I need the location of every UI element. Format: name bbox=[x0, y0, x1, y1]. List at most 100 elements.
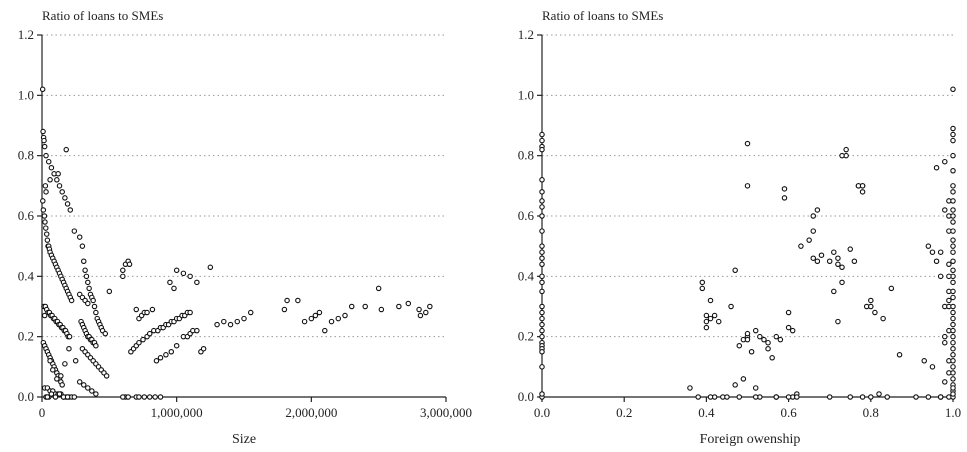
data-point bbox=[950, 183, 956, 189]
data-point bbox=[950, 152, 956, 159]
data-point bbox=[835, 318, 841, 325]
data-point bbox=[247, 309, 254, 316]
data-point bbox=[539, 243, 545, 249]
data-point bbox=[44, 394, 51, 400]
data-point bbox=[539, 288, 545, 295]
data-point bbox=[950, 249, 956, 255]
data-point bbox=[86, 285, 92, 292]
data-point bbox=[362, 303, 368, 310]
data-point bbox=[933, 164, 940, 171]
data-point bbox=[839, 152, 845, 159]
data-point bbox=[732, 267, 738, 274]
data-point bbox=[736, 342, 743, 349]
data-points bbox=[539, 86, 956, 400]
data-points bbox=[39, 86, 433, 400]
data-point bbox=[44, 237, 51, 243]
data-point bbox=[85, 279, 91, 286]
y-tick-label: 0.2 bbox=[518, 329, 534, 344]
data-point bbox=[48, 391, 55, 397]
y-tick-label: 0.0 bbox=[18, 389, 34, 404]
data-point bbox=[950, 333, 956, 340]
data-point bbox=[378, 306, 385, 313]
data-point bbox=[946, 261, 952, 268]
data-point bbox=[82, 267, 88, 274]
data-point bbox=[168, 348, 175, 355]
y-ticks: 0.0 0.2 0.4 0.6 0.8 1.0 1.2 bbox=[518, 27, 542, 404]
data-point bbox=[58, 373, 64, 379]
data-point bbox=[929, 364, 936, 370]
data-point bbox=[950, 189, 956, 195]
y-tick-label: 1.2 bbox=[18, 27, 34, 42]
data-point bbox=[950, 339, 956, 346]
data-point bbox=[539, 279, 545, 286]
data-point bbox=[40, 128, 46, 135]
x-tick-label: 1.0 bbox=[945, 405, 961, 420]
y-tick-label: 0.4 bbox=[518, 268, 535, 283]
data-point bbox=[295, 297, 301, 304]
data-point bbox=[120, 273, 126, 280]
data-point bbox=[54, 177, 60, 183]
data-point bbox=[85, 385, 91, 391]
data-point bbox=[83, 273, 90, 280]
data-point bbox=[826, 258, 833, 264]
data-point bbox=[950, 370, 956, 376]
data-point bbox=[120, 267, 126, 274]
data-point bbox=[876, 391, 882, 397]
y-tick-label: 1.2 bbox=[518, 27, 534, 42]
x-tick-label: 0.6 bbox=[780, 405, 797, 420]
data-point bbox=[798, 243, 804, 249]
data-point bbox=[752, 327, 759, 334]
data-point bbox=[937, 249, 944, 255]
data-point bbox=[711, 312, 718, 319]
data-point bbox=[103, 373, 110, 379]
x-axis-label: Foreign owenship bbox=[700, 432, 801, 447]
data-point bbox=[90, 297, 96, 304]
data-point bbox=[814, 258, 821, 264]
data-point bbox=[728, 303, 734, 310]
data-point bbox=[810, 255, 817, 261]
data-point bbox=[89, 388, 95, 394]
data-point bbox=[695, 394, 701, 400]
data-point bbox=[777, 336, 784, 343]
x-ticks: 0 1,000,000 2,000,000 3,000,000 bbox=[39, 397, 472, 420]
data-point bbox=[950, 376, 956, 382]
data-point bbox=[732, 382, 738, 388]
data-point bbox=[880, 315, 886, 322]
data-point bbox=[539, 213, 545, 219]
y-tick-label: 0.2 bbox=[18, 329, 34, 344]
data-point bbox=[785, 309, 792, 316]
data-point bbox=[868, 303, 874, 310]
data-point bbox=[194, 327, 200, 334]
data-point bbox=[933, 258, 940, 264]
data-point bbox=[146, 394, 153, 400]
data-point bbox=[102, 330, 109, 337]
data-point bbox=[851, 258, 858, 264]
data-point bbox=[301, 318, 308, 325]
data-point bbox=[43, 225, 49, 231]
data-point bbox=[55, 171, 61, 177]
data-point bbox=[163, 352, 169, 358]
data-point bbox=[62, 195, 68, 201]
data-point bbox=[835, 261, 841, 268]
data-point bbox=[950, 294, 956, 301]
data-point bbox=[950, 327, 956, 334]
data-point bbox=[126, 261, 133, 268]
data-point bbox=[950, 207, 956, 213]
data-point bbox=[950, 321, 956, 328]
y-axis-label: Ratio of loans to SMEs bbox=[42, 8, 163, 23]
data-point bbox=[79, 243, 86, 249]
data-point bbox=[157, 394, 164, 400]
data-point bbox=[896, 352, 903, 358]
data-point bbox=[149, 306, 156, 313]
data-point bbox=[839, 264, 845, 271]
data-point bbox=[427, 303, 433, 310]
data-point bbox=[736, 394, 743, 400]
data-point bbox=[227, 321, 234, 328]
data-point bbox=[93, 391, 99, 397]
data-point bbox=[687, 385, 693, 391]
data-point bbox=[789, 327, 796, 334]
data-point bbox=[942, 207, 948, 213]
data-point bbox=[950, 125, 956, 132]
y-axis-label: Ratio of loans to SMEs bbox=[542, 8, 663, 23]
data-point bbox=[950, 352, 956, 358]
